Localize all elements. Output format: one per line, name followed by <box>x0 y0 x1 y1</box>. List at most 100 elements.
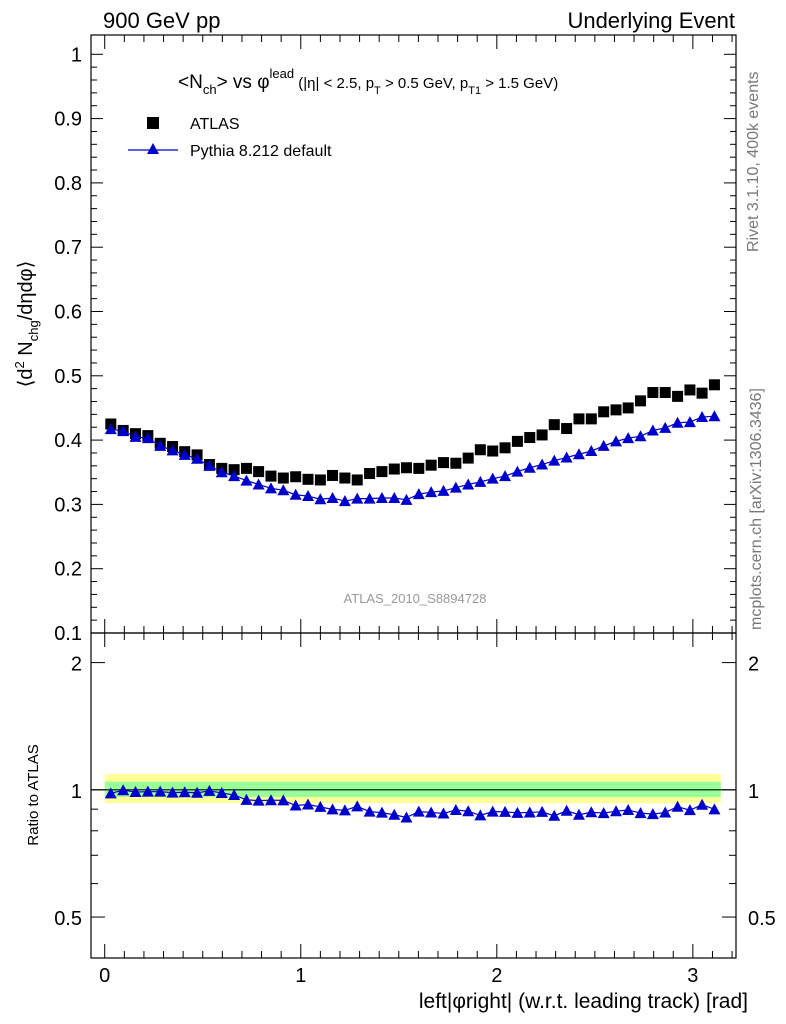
ratio-pythia-point <box>560 804 573 816</box>
pythia-series <box>104 410 721 507</box>
atlas-point <box>314 474 326 486</box>
atlas-point <box>450 457 462 469</box>
atlas-point <box>388 463 400 475</box>
ratio-panel-frame <box>90 632 737 959</box>
pythia-point <box>338 495 351 507</box>
atlas-point <box>499 442 511 454</box>
ratio-pythia-point <box>141 785 154 797</box>
atlas-point <box>684 384 696 396</box>
ratio-uncertainty-bands <box>91 774 736 804</box>
legend-atlas-label: ATLAS <box>190 116 240 133</box>
pythia-point <box>437 484 450 496</box>
atlas-point <box>290 471 302 483</box>
ratio-y-tick-label-right: 1 <box>748 781 759 803</box>
atlas-point <box>536 429 548 441</box>
ratio-y-tick-label-right: 0.5 <box>748 908 776 930</box>
atlas-point <box>265 470 277 482</box>
atlas-point <box>351 474 363 486</box>
pythia-point <box>696 410 709 422</box>
title-sub-ch: ch <box>203 82 217 97</box>
title-part-d: > 0.5 GeV, p <box>381 75 468 92</box>
ratio-pythia-point <box>486 805 499 817</box>
pythia-point <box>277 484 290 496</box>
pythia-point <box>363 492 376 504</box>
ratio-pythia-point <box>252 794 265 806</box>
pythia-point <box>314 493 327 505</box>
pythia-point <box>129 430 142 442</box>
ratio-pythia-point <box>154 785 167 797</box>
ratio-pythia-point <box>326 803 339 815</box>
ratio-pythia-point <box>683 804 696 816</box>
ratio-x-ticks: 0 1 2 3 <box>99 633 733 987</box>
pythia-point <box>548 454 561 466</box>
main-y-tick-label: 0.5 <box>54 366 82 388</box>
ratio-pythia-point <box>228 789 241 801</box>
atlas-point <box>425 459 437 471</box>
atlas-point <box>253 466 265 478</box>
main-y-tick-label: 0.4 <box>54 430 82 452</box>
pythia-point <box>117 425 130 437</box>
main-x-ticks <box>104 35 733 633</box>
ratio-panel: 0.5 0.5 1 1 2 2 0 1 2 3 Ratio to ATLAS left|φrig… <box>25 632 776 1013</box>
atlas-point <box>400 462 412 474</box>
x-axis-label: left|φright| (w.r.t. leading track) [rad… <box>419 990 748 1013</box>
pythia-point <box>375 491 388 503</box>
main-y-axis-label: ⟨d2 Nchg/dηdφ⟩ <box>12 261 41 388</box>
ratio-pythia-point <box>388 808 401 820</box>
ylabel-part-b: N <box>15 341 37 361</box>
title-sup-lead: lead <box>270 66 295 81</box>
x-tick-label: 2 <box>491 965 502 987</box>
ratio-pythia-point <box>659 806 672 818</box>
main-y-tick-label: 0.7 <box>54 237 82 259</box>
atlas-point <box>647 387 659 399</box>
main-y-tick-label: 0.6 <box>54 301 82 323</box>
ratio-pythia-point <box>572 808 585 820</box>
pythia-point <box>166 444 179 456</box>
ratio-pythia-point <box>117 784 130 796</box>
ratio-pythia-point <box>191 786 204 798</box>
atlas-point <box>437 457 449 469</box>
ratio-y-tick-label-right: 2 <box>748 654 759 676</box>
ratio-pythia-point <box>622 803 635 815</box>
pythia-point <box>289 488 302 500</box>
atlas-point <box>622 402 634 414</box>
main-title: <Nch> vs φlead (|η| < 2.5, pT > 0.5 GeV,… <box>178 66 558 97</box>
pythia-point <box>326 491 339 503</box>
pythia-point <box>203 459 216 471</box>
main-panel: 0.1 0.2 0.3 0.4 0.5 0.6 0.7 0.8 0.9 1 <Nch> vs φl… <box>12 34 737 645</box>
header-left: 900 GeV pp <box>103 8 221 33</box>
atlas-point <box>585 413 597 425</box>
pythia-point <box>252 478 265 490</box>
legend-atlas-marker <box>147 117 159 129</box>
pythia-point <box>462 478 475 490</box>
ylabel-part-a: ⟨d <box>15 368 37 387</box>
ratio-pythia-point <box>351 800 364 812</box>
ratio-pythia-point <box>363 805 376 817</box>
atlas-point <box>240 462 252 474</box>
atlas-point <box>487 445 499 457</box>
main-y-tick-label: 0.8 <box>54 173 82 195</box>
atlas-point <box>413 462 425 474</box>
x-tick-label: 0 <box>99 965 110 987</box>
ratio-pythia-point <box>610 805 623 817</box>
ratio-pythia-point <box>129 786 142 798</box>
pythia-point <box>412 488 425 500</box>
atlas-point <box>610 404 622 416</box>
pythia-point <box>683 416 696 428</box>
main-y-tick-label: 0.3 <box>54 494 82 516</box>
title-part-c: (|η| < 2.5, p <box>294 75 374 92</box>
atlas-point <box>474 444 486 456</box>
main-y-tick-label: 0.2 <box>54 559 82 581</box>
pythia-point <box>400 493 413 505</box>
ratio-pythia-point <box>203 784 216 796</box>
ratio-pythia-point <box>178 786 191 798</box>
atlas-point <box>573 413 585 425</box>
pythia-point <box>486 472 499 484</box>
ratio-pythia-point <box>449 803 462 815</box>
title-sub-t1: T1 <box>468 85 481 97</box>
ratio-y-ticks: 0.5 0.5 1 1 2 2 <box>54 654 776 959</box>
ratio-pythia-point <box>375 806 388 818</box>
atlas-point <box>327 469 339 481</box>
atlas-point <box>672 390 684 402</box>
